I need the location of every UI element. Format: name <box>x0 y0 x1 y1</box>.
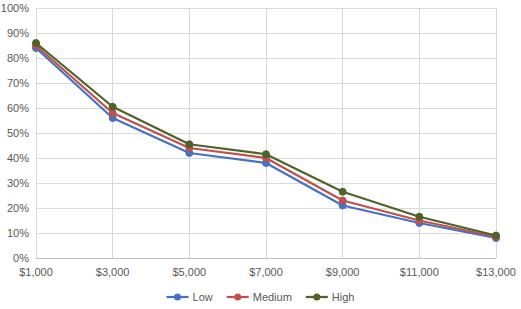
x-tick-label: $3,000 <box>96 266 130 278</box>
y-tick-label: 90% <box>7 27 29 39</box>
series-marker <box>109 103 116 110</box>
x-grid-line <box>266 8 267 258</box>
legend-item: Medium <box>227 291 292 303</box>
y-tick-label: 80% <box>7 52 29 64</box>
legend-label: Low <box>193 291 213 303</box>
chart-svg: 0% 10% 20% 30% 40% 50% 60% 70% 80% 90% 100% $1,000 $… <box>0 0 521 309</box>
x-grid-line <box>496 8 497 258</box>
legend-item: High <box>306 291 355 303</box>
grid <box>36 8 496 258</box>
y-tick-label: 70% <box>7 77 29 89</box>
y-tick-label: 10% <box>7 227 29 239</box>
x-grid-line <box>189 8 190 258</box>
y-tick-label: 60% <box>7 102 29 114</box>
series-marker <box>339 188 346 195</box>
series-marker <box>493 232 500 239</box>
y-grid-line <box>36 258 496 259</box>
legend-marker <box>313 294 320 301</box>
legend: Low Medium High <box>167 291 355 303</box>
series-marker <box>186 141 193 148</box>
y-tick-label: 0% <box>13 252 29 264</box>
legend-item: Low <box>167 291 213 303</box>
x-tick-label: $13,000 <box>476 266 516 278</box>
legend-marker <box>234 294 241 301</box>
plot-area <box>33 40 500 242</box>
x-tick-label: $11,000 <box>400 266 439 278</box>
x-axis-line <box>36 258 496 259</box>
series-marker <box>263 151 270 158</box>
x-grid-line <box>112 8 113 258</box>
series-line <box>36 48 496 238</box>
series-marker <box>416 213 423 220</box>
series-line <box>36 46 496 237</box>
y-tick-label: 20% <box>7 202 29 214</box>
x-tick-label: $9,000 <box>326 266 360 278</box>
series-marker <box>33 40 40 47</box>
legend-label: High <box>332 291 355 303</box>
y-tick-label: 40% <box>7 152 29 164</box>
series-marker <box>339 197 346 204</box>
x-tick-label: $7,000 <box>249 266 283 278</box>
x-tick-label: $1,000 <box>19 266 53 278</box>
x-tick-label: $5,000 <box>173 266 207 278</box>
y-tick-label: 50% <box>7 127 29 139</box>
x-grid-line <box>342 8 343 258</box>
y-tick-label: 100% <box>1 2 29 14</box>
chart-container: 0% 10% 20% 30% 40% 50% 60% 70% 80% 90% 100% $1,000 $… <box>0 0 521 309</box>
legend-marker <box>174 294 181 301</box>
legend-label: Medium <box>253 291 292 303</box>
series-line <box>36 43 496 236</box>
y-tick-label: 30% <box>7 177 29 189</box>
